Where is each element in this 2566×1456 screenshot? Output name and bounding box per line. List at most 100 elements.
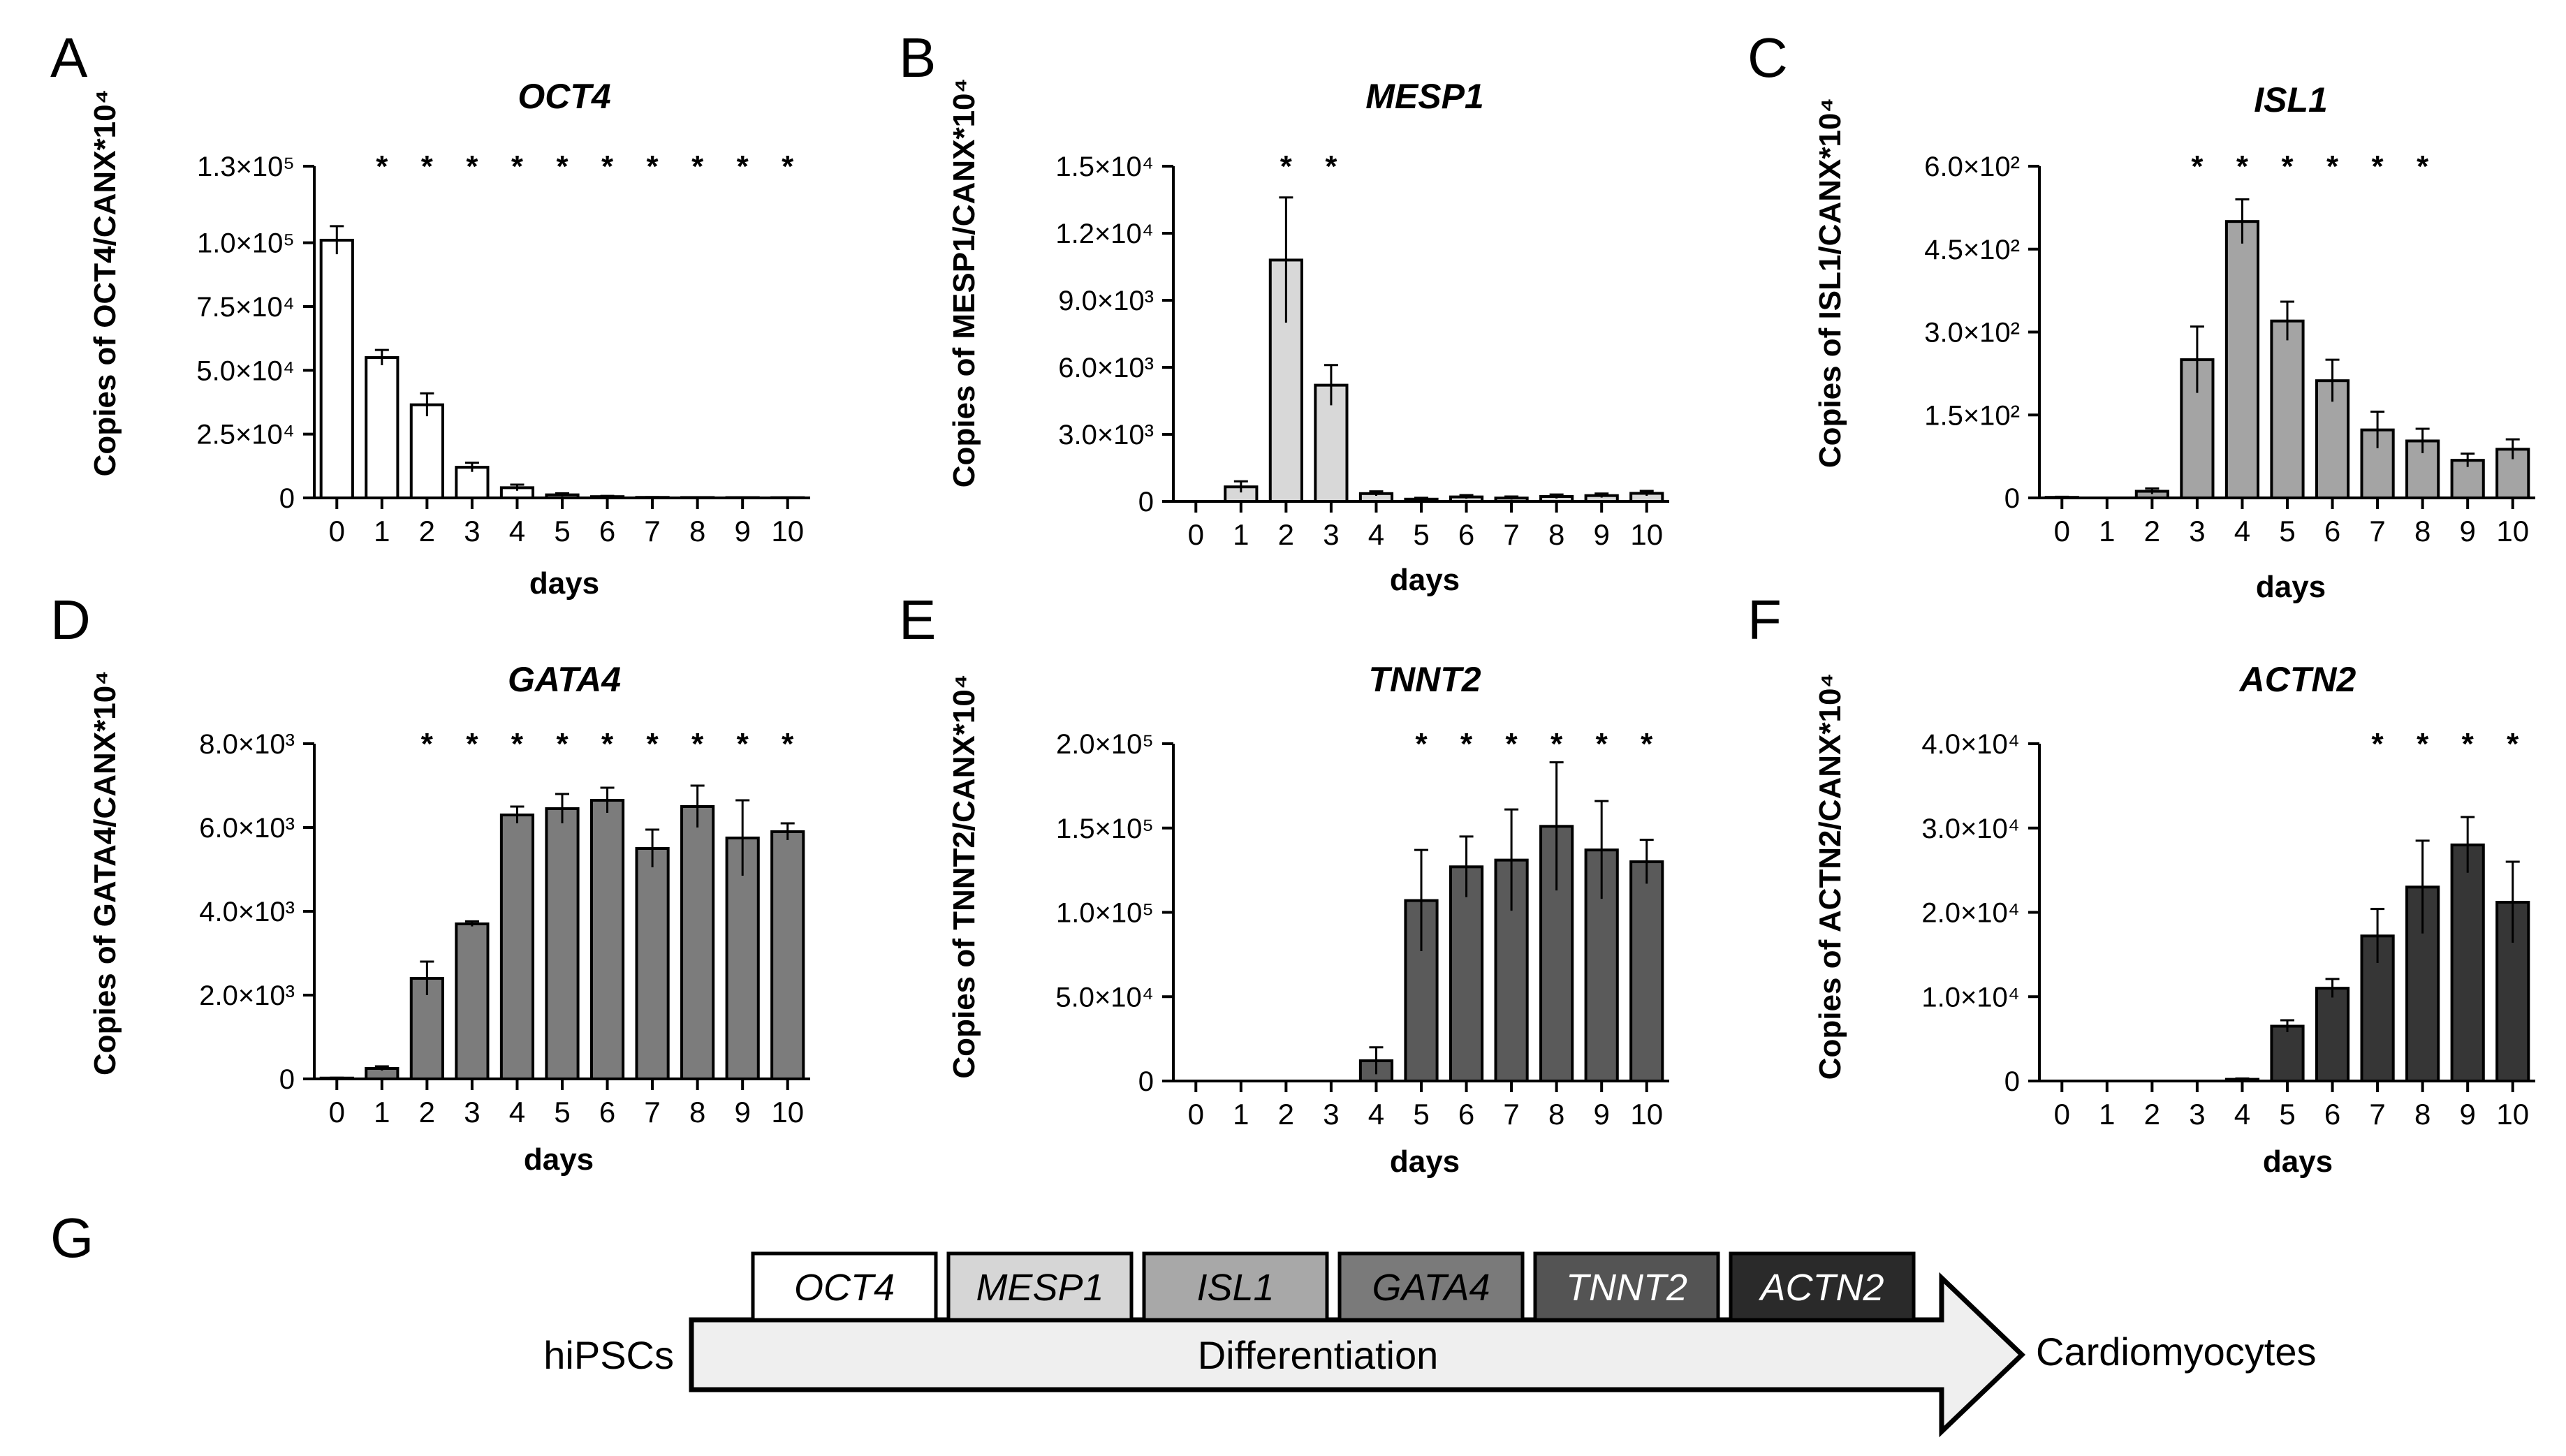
- significance-marker: *: [466, 149, 478, 184]
- bar: [770, 830, 805, 1080]
- x-tick-label: 10: [771, 515, 804, 547]
- significance-marker: *: [737, 149, 749, 184]
- y-tick-label: 1.0×10⁴: [1921, 982, 2020, 1013]
- stage-box-mesp1: [946, 1251, 1134, 1322]
- stage-label: ACTN2: [1758, 1267, 1884, 1309]
- significance-marker: *: [2372, 727, 2384, 761]
- x-tick-label: 3: [2189, 1098, 2205, 1131]
- x-tick-label: 4: [2234, 515, 2250, 547]
- x-tick-label: 1: [1233, 1098, 1249, 1131]
- x-tick-label: 4: [2234, 1098, 2250, 1131]
- x-tick-label: 6: [599, 515, 615, 547]
- significance-marker: *: [556, 727, 569, 761]
- x-axis-label: days: [1390, 563, 1460, 597]
- x-tick-label: 6: [2324, 515, 2340, 547]
- bar: [680, 805, 715, 1080]
- x-tick-label: 5: [554, 515, 570, 547]
- y-tick-label: 5.0×10⁴: [1055, 982, 1154, 1013]
- panel-G-differentiation-scheme: G Differentiation hiPSCs Cardiomyocytes …: [50, 1207, 2316, 1438]
- x-tick-label: 6: [2324, 1098, 2340, 1131]
- x-tick-label: 8: [2414, 1098, 2431, 1131]
- panel-label-A: A: [50, 27, 88, 89]
- stage-box-tnnt2: [1533, 1251, 1720, 1322]
- significance-marker: *: [2326, 149, 2339, 184]
- panel-label-E: E: [899, 589, 936, 651]
- panel-E-tnnt2: E TNNT2 Copies of TNNT2/CANX*10⁴ days 0 5…: [899, 589, 1669, 1179]
- y-tick-label: 3.0×10²: [1924, 318, 2020, 348]
- x-tick-label: 10: [2496, 515, 2529, 547]
- x-tick-label: 6: [1458, 1098, 1474, 1131]
- y-tick-label: 1.3×10⁵: [197, 152, 295, 182]
- y-axis-label: Copies of ACTN2/CANX*10⁴: [1813, 673, 1847, 1080]
- significance-marker: *: [376, 149, 388, 184]
- significance-marker: *: [737, 727, 749, 761]
- x-tick-label: 7: [644, 1096, 660, 1128]
- y-tick-label: 1.5×10²: [1924, 400, 2020, 431]
- y-tick-label: 4.0×10³: [199, 897, 295, 927]
- panel-B-mesp1: B MESP1 Copies of MESP1/CANX*10⁴ days 0 3…: [899, 27, 1669, 597]
- x-tick-label: 10: [1630, 1098, 1663, 1131]
- y-tick-label: 1.0×10⁵: [197, 228, 295, 259]
- x-tick-label: 7: [1503, 1098, 1519, 1131]
- bar: [545, 807, 580, 1080]
- significance-marker: *: [2191, 149, 2204, 184]
- x-tick-label: 9: [735, 515, 751, 547]
- x-tick-label: 3: [2189, 515, 2205, 547]
- x-tick-label: 7: [2369, 515, 2385, 547]
- y-tick-label: 3.0×10⁴: [1921, 814, 2020, 844]
- chart-title: TNNT2: [1368, 660, 1481, 699]
- panel-A-oct4: A OCT4 Copies of OCT4/CANX*10⁴ days 0 2.5…: [50, 27, 810, 601]
- significance-marker: *: [601, 727, 614, 761]
- y-tick-label: 1.0×10⁵: [1056, 898, 1154, 929]
- significance-marker: *: [647, 149, 659, 184]
- bar: [499, 814, 535, 1080]
- y-tick-label: 0: [279, 483, 295, 514]
- significance-marker: *: [1596, 727, 1608, 761]
- significance-marker: *: [2507, 727, 2519, 761]
- chart-title: OCT4: [518, 77, 610, 116]
- y-tick-label: 0: [1138, 487, 1154, 517]
- bar: [2224, 220, 2260, 499]
- x-tick-label: 7: [2369, 1098, 2385, 1131]
- stage-boxes: OCT4 MESP1 ISL1 GATA4 TNNT2 ACTN2: [751, 1251, 1916, 1322]
- x-tick-label: 6: [599, 1096, 615, 1128]
- process-label: Differentiation: [1198, 1333, 1439, 1377]
- y-tick-label: 6.0×10²: [1924, 152, 2020, 182]
- x-tick-label: 2: [2144, 1098, 2160, 1131]
- bar: [2270, 319, 2305, 499]
- x-tick-label: 10: [771, 1096, 804, 1128]
- significance-marker: *: [647, 727, 659, 761]
- x-tick-label: 10: [2496, 1098, 2529, 1131]
- significance-marker: *: [556, 149, 569, 184]
- stage-label: MESP1: [976, 1267, 1104, 1309]
- y-tick-label: 1.2×10⁴: [1055, 219, 1154, 249]
- panel-C-isl1: C ISL1 Copies of ISL1/CANX*10⁴ days 0 1.5…: [1747, 27, 2535, 604]
- significance-marker: *: [511, 727, 524, 761]
- panel-label-G: G: [50, 1207, 94, 1269]
- x-tick-label: 5: [1413, 518, 1429, 551]
- x-tick-label: 4: [509, 1096, 525, 1128]
- y-tick-label: 2.5×10⁴: [196, 420, 295, 450]
- stage-box-actn2: [1729, 1251, 1916, 1322]
- panel-F-actn2: F ACTN2 Copies of ACTN2/CANX*10⁴ days 01…: [1747, 589, 2535, 1179]
- x-tick-label: 1: [2099, 1098, 2115, 1131]
- stage-label: GATA4: [1372, 1267, 1490, 1309]
- significance-marker: *: [421, 727, 434, 761]
- panel-label-F: F: [1747, 589, 1782, 651]
- x-tick-label: 4: [509, 515, 525, 547]
- x-tick-label: 1: [1233, 518, 1249, 551]
- bar: [589, 799, 625, 1080]
- x-tick-label: 2: [1278, 518, 1294, 551]
- x-tick-label: 10: [1630, 518, 1663, 551]
- bar: [455, 922, 490, 1080]
- x-axis-label: days: [2256, 570, 2326, 604]
- panel-label-B: B: [899, 27, 936, 89]
- differentiation-arrow: [689, 1272, 2026, 1438]
- y-tick-label: 2.0×10⁴: [1921, 898, 2020, 929]
- x-tick-label: 2: [419, 1096, 435, 1128]
- x-tick-label: 4: [1368, 518, 1384, 551]
- significance-marker: *: [466, 727, 478, 761]
- x-tick-label: 8: [2414, 515, 2431, 547]
- y-tick-label: 0: [2004, 483, 2020, 514]
- significance-marker: *: [2417, 727, 2429, 761]
